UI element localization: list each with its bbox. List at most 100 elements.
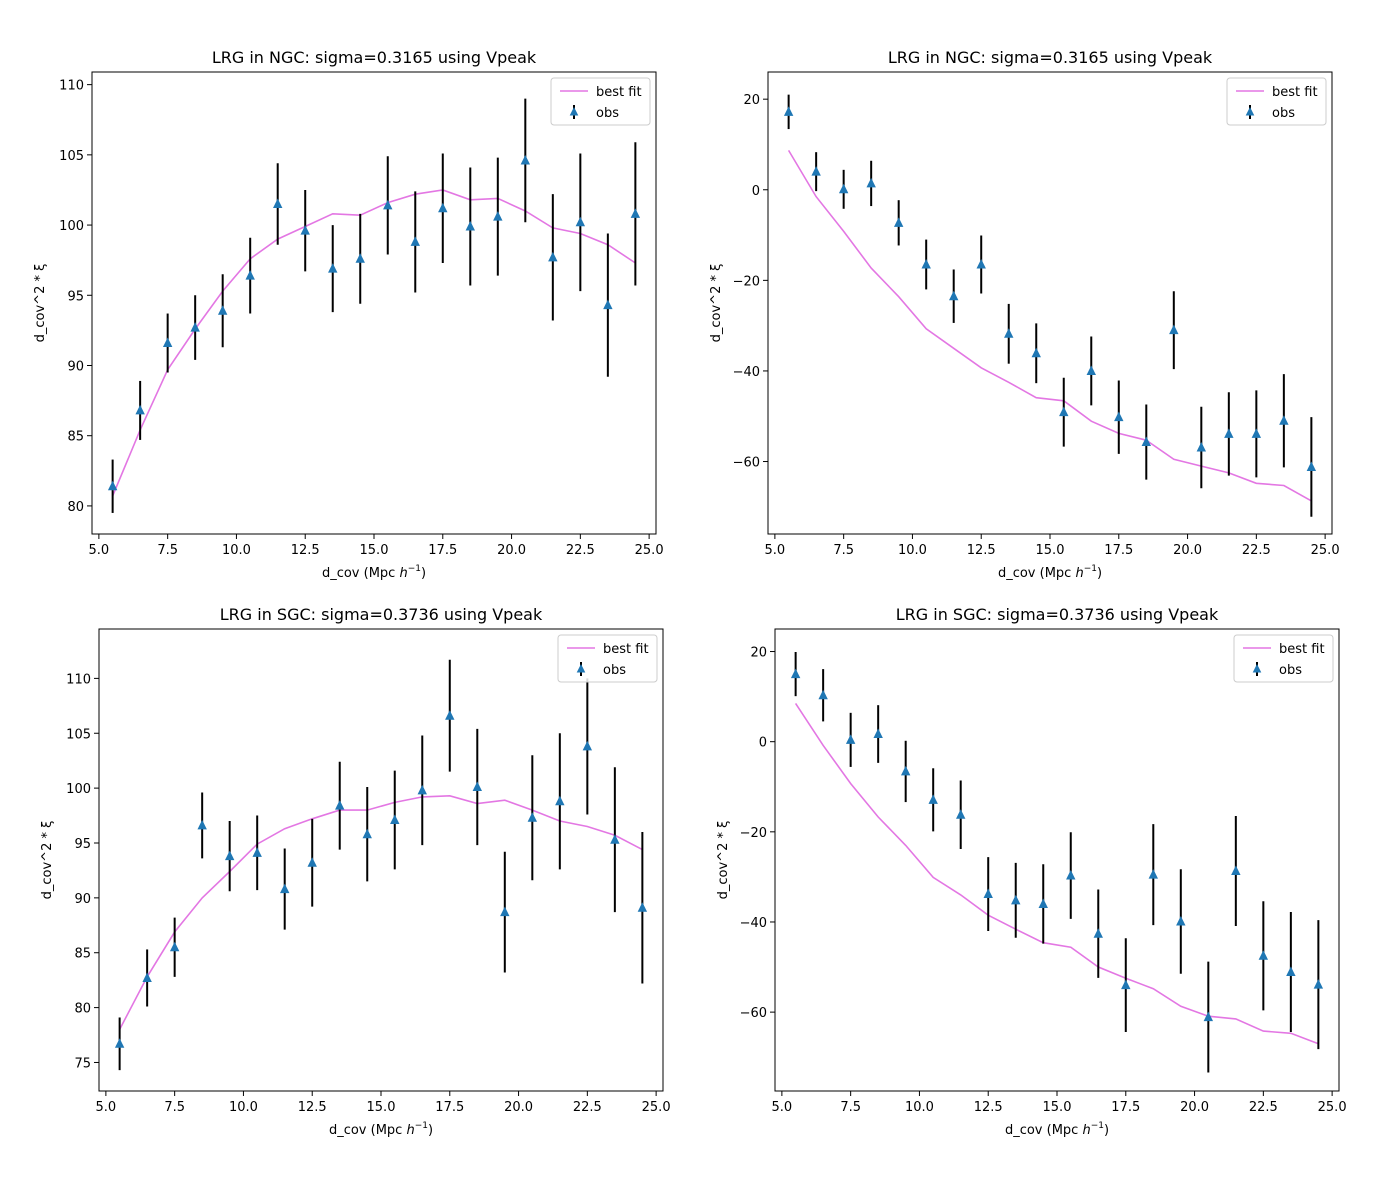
obs-point bbox=[217, 305, 228, 315]
y-tick-label: 110 bbox=[59, 79, 84, 94]
x-axis-label-exp: −1 bbox=[1091, 1121, 1104, 1131]
obs-point bbox=[838, 183, 849, 194]
x-tick-label: 22.5 bbox=[566, 543, 595, 558]
y-tick-label: 85 bbox=[74, 947, 91, 962]
x-tick-label: 7.5 bbox=[164, 1100, 185, 1115]
legend-label-obs: obs bbox=[1279, 663, 1302, 678]
y-axis-label: d_cov^2 * ξ bbox=[709, 264, 724, 343]
obs-point bbox=[928, 794, 938, 804]
x-axis-label-exp: −1 bbox=[408, 564, 421, 574]
x-tick-label: 7.5 bbox=[833, 543, 854, 558]
obs-point bbox=[1251, 428, 1262, 438]
axes-frame bbox=[91, 71, 657, 535]
obs-point bbox=[845, 734, 856, 744]
obs-point bbox=[1196, 441, 1207, 452]
legend-label-best-fit: best fit bbox=[603, 642, 649, 657]
y-axis-label: d_cov^2 * ξ bbox=[40, 821, 55, 900]
legend-marker-swatch bbox=[569, 107, 579, 116]
obs-point bbox=[1141, 436, 1151, 447]
legend-label-best-fit: best fit bbox=[596, 85, 642, 100]
obs-point bbox=[390, 814, 400, 824]
obs-point bbox=[300, 225, 310, 235]
x-tick-label: 10.0 bbox=[222, 543, 251, 558]
obs-point bbox=[866, 177, 876, 188]
obs-point bbox=[410, 236, 420, 246]
chart-panel: LRG in NGC: sigma=0.3165 using Vpeak 5.0 7… bbox=[709, 48, 1340, 581]
obs-point bbox=[162, 337, 173, 348]
obs-point bbox=[1004, 328, 1014, 338]
legend-marker-swatch bbox=[1245, 107, 1255, 116]
x-tick-label: 22.5 bbox=[1242, 543, 1271, 558]
legend-label-obs: obs bbox=[1272, 106, 1295, 121]
y-tick-label: 20 bbox=[743, 93, 760, 108]
obs-point bbox=[818, 689, 828, 700]
legend-label-best-fit: best fit bbox=[1272, 85, 1318, 100]
x-axis-label-text: d_cov (Mpc bbox=[1005, 1123, 1083, 1138]
best-fit-line bbox=[118, 794, 643, 1030]
x-tick-label: 17.5 bbox=[1104, 543, 1133, 558]
obs-point bbox=[1203, 1011, 1214, 1022]
obs-point bbox=[956, 809, 966, 819]
x-tick-label: 20.0 bbox=[1180, 1100, 1209, 1115]
x-axis-label-close: ) bbox=[1104, 1123, 1109, 1138]
y-tick-label: −40 bbox=[740, 916, 767, 931]
obs-point bbox=[520, 154, 531, 165]
x-tick-label: 25.0 bbox=[1318, 1100, 1347, 1115]
chart-title: LRG in SGC: sigma=0.3736 using Vpeak bbox=[220, 605, 543, 624]
x-tick-label: 25.0 bbox=[1311, 543, 1340, 558]
legend: best fit obs bbox=[557, 634, 658, 683]
plot-area bbox=[114, 659, 648, 1071]
plot-area bbox=[790, 651, 1324, 1073]
y-tick-label: 95 bbox=[74, 837, 91, 852]
axes-frame bbox=[774, 628, 1340, 1092]
legend: best fit obs bbox=[1233, 634, 1334, 683]
obs-point bbox=[335, 800, 345, 810]
x-tick-label: 17.5 bbox=[428, 543, 457, 558]
obs-point bbox=[811, 166, 821, 176]
x-axis-label-close: ) bbox=[421, 566, 426, 581]
x-axis-label: d_cov (Mpc h−1) bbox=[329, 1121, 433, 1138]
y-axis-label: d_cov^2 * ξ bbox=[716, 821, 731, 900]
y-tick-label: −60 bbox=[740, 1006, 767, 1021]
obs-point bbox=[245, 270, 255, 280]
y-tick-label: 75 bbox=[74, 1056, 91, 1071]
obs-point bbox=[1313, 979, 1324, 989]
obs-point bbox=[355, 253, 365, 263]
x-axis-label-h: h bbox=[1082, 1123, 1090, 1138]
axes-frame bbox=[98, 628, 664, 1092]
obs-point bbox=[438, 202, 448, 213]
x-tick-label: 25.0 bbox=[635, 543, 664, 558]
x-tick-label: 10.0 bbox=[905, 1100, 934, 1115]
obs-point bbox=[224, 850, 235, 861]
y-tick-label: 100 bbox=[66, 782, 91, 797]
legend-label-best-fit: best fit bbox=[1279, 642, 1325, 657]
obs-point bbox=[1011, 894, 1021, 905]
x-axis-label-close: ) bbox=[428, 1123, 433, 1138]
legend-label-obs: obs bbox=[603, 663, 626, 678]
obs-point bbox=[603, 299, 613, 310]
y-axis-label: d_cov^2 * ξ bbox=[33, 264, 48, 343]
obs-point bbox=[548, 251, 558, 262]
y-tick-label: 90 bbox=[74, 892, 91, 907]
obs-point bbox=[921, 259, 931, 269]
x-tick-label: 20.0 bbox=[497, 543, 526, 558]
x-tick-label: 17.5 bbox=[1111, 1100, 1140, 1115]
obs-point bbox=[500, 906, 510, 917]
x-tick-label: 5.0 bbox=[96, 1100, 117, 1115]
obs-point bbox=[1258, 950, 1269, 960]
x-axis-label: d_cov (Mpc h−1) bbox=[322, 564, 426, 581]
obs-point bbox=[790, 668, 801, 679]
plot-area bbox=[783, 94, 1317, 517]
legend-marker-swatch bbox=[1252, 664, 1262, 673]
obs-point bbox=[190, 322, 200, 332]
obs-point bbox=[362, 828, 372, 839]
x-tick-label: 12.5 bbox=[291, 543, 320, 558]
chart-panel: LRG in SGC: sigma=0.3736 using Vpeak 5.0 7… bbox=[40, 605, 671, 1138]
obs-point bbox=[976, 259, 986, 269]
chart-panel: LRG in NGC: sigma=0.3165 using Vpeak 5.0 7… bbox=[33, 48, 664, 581]
y-tick-label: −20 bbox=[733, 274, 760, 289]
obs-point bbox=[1059, 406, 1069, 417]
obs-point bbox=[1306, 461, 1317, 471]
x-axis-label: d_cov (Mpc h−1) bbox=[1005, 1121, 1109, 1138]
